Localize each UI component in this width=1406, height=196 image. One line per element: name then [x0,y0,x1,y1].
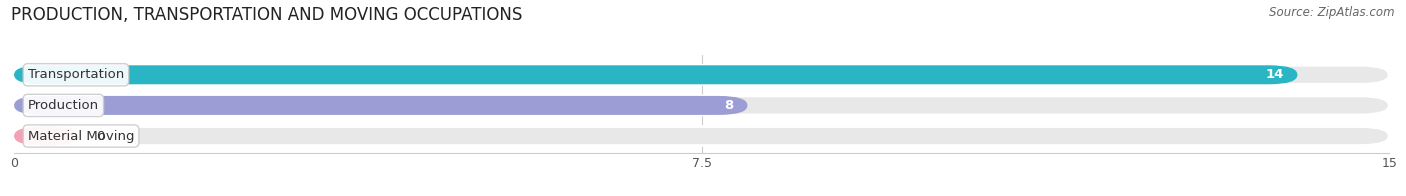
Text: PRODUCTION, TRANSPORTATION AND MOVING OCCUPATIONS: PRODUCTION, TRANSPORTATION AND MOVING OC… [11,6,523,24]
Text: 14: 14 [1265,68,1284,81]
FancyBboxPatch shape [14,127,1389,145]
FancyBboxPatch shape [14,96,748,115]
FancyBboxPatch shape [14,96,1389,115]
Text: Source: ZipAtlas.com: Source: ZipAtlas.com [1270,6,1395,19]
Text: 8: 8 [724,99,734,112]
FancyBboxPatch shape [14,65,1298,84]
Text: Transportation: Transportation [28,68,124,81]
FancyBboxPatch shape [14,127,79,145]
Text: 0: 0 [97,130,105,142]
Text: Material Moving: Material Moving [28,130,135,142]
Text: Production: Production [28,99,98,112]
FancyBboxPatch shape [14,65,1389,84]
